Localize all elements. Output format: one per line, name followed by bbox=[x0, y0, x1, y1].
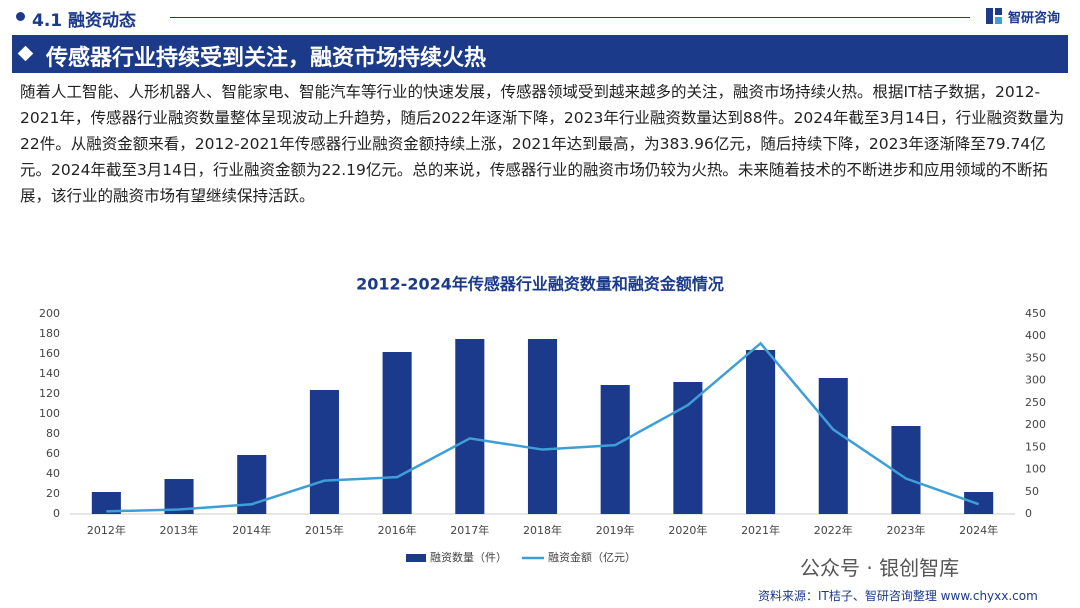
bar bbox=[382, 352, 412, 514]
section-title: 4.1 融资动态 bbox=[32, 11, 137, 31]
y2-tick-label: 450 bbox=[1025, 307, 1046, 320]
y2-tick-label: 100 bbox=[1025, 463, 1046, 476]
y-tick-label: 20 bbox=[46, 487, 60, 500]
legend-label: 融资数量（件） bbox=[430, 551, 507, 564]
brand: 智研咨询 bbox=[1008, 11, 1061, 26]
y-tick-label: 80 bbox=[46, 427, 60, 440]
source: 资料来源：IT桔子、智研咨询整理 www.chyxx.com bbox=[758, 589, 1038, 603]
x-tick-label: 2014年 bbox=[232, 523, 271, 537]
x-tick-label: 2012年 bbox=[87, 523, 126, 537]
x-tick-label: 2024年 bbox=[959, 523, 998, 537]
y2-tick-label: 400 bbox=[1025, 329, 1046, 342]
x-tick-label: 2013年 bbox=[160, 523, 199, 537]
banner-title: 传感器行业持续受到关注，融资市场持续火热 bbox=[46, 46, 487, 71]
x-tick-label: 2015年 bbox=[305, 523, 344, 537]
y-tick-label: 180 bbox=[39, 327, 60, 340]
header-rule bbox=[170, 17, 970, 18]
bar bbox=[527, 339, 558, 514]
bar bbox=[673, 382, 703, 514]
y-tick-label: 60 bbox=[46, 447, 60, 460]
bar bbox=[91, 492, 121, 514]
line bbox=[106, 341, 980, 513]
x-tick-label: 2022年 bbox=[814, 523, 853, 537]
bar bbox=[309, 390, 339, 514]
logo bbox=[986, 8, 1002, 24]
chart: 2012-2024年传感器行业融资数量和融资金额情况 0 20 40 60 80 100 1… bbox=[39, 275, 1046, 565]
chart-title: 2012-2024年传感器行业融资数量和融资金额情况 bbox=[356, 275, 724, 294]
bullet bbox=[16, 12, 25, 21]
x-tick-label: 2021年 bbox=[741, 523, 780, 537]
y2-tick-label: 250 bbox=[1025, 396, 1046, 409]
legend-label: 融资金额（亿元） bbox=[548, 550, 636, 564]
y-tick-label: 160 bbox=[39, 347, 60, 360]
x-tick-label: 2020年 bbox=[668, 523, 707, 537]
y2-tick-label: 300 bbox=[1025, 374, 1046, 387]
x-tick-label: 2017年 bbox=[450, 523, 489, 537]
y-tick-label: 40 bbox=[46, 467, 60, 480]
bar bbox=[746, 350, 776, 514]
x-tick-label: 2019年 bbox=[596, 523, 635, 537]
y2-tick-label: 50 bbox=[1025, 485, 1039, 498]
y2-tick-label: 0 bbox=[1025, 507, 1032, 520]
x-tick-label: 2023年 bbox=[886, 523, 925, 537]
banner bbox=[12, 35, 1068, 73]
y-tick-label: 120 bbox=[39, 387, 60, 400]
y-tick-label: 140 bbox=[39, 367, 60, 380]
y2-tick-label: 150 bbox=[1025, 440, 1046, 453]
y-tick-label: 0 bbox=[53, 507, 60, 520]
paragraph: 随着人工智能、人形机器人、智能家电、智能汽车等行业的快速发展，传感器领域受到越来… bbox=[20, 83, 1065, 205]
watermark: 公众号 · 银创智库 bbox=[800, 556, 960, 580]
legend-swatch bbox=[406, 554, 426, 562]
y2-tick-label: 350 bbox=[1025, 351, 1046, 364]
y-tick-label: 100 bbox=[39, 407, 60, 420]
y-tick-label: 200 bbox=[39, 307, 60, 320]
bar bbox=[818, 378, 848, 514]
bar bbox=[600, 385, 630, 514]
x-tick-label: 2016年 bbox=[378, 523, 417, 537]
bar bbox=[891, 426, 921, 514]
x-tick-label: 2018年 bbox=[523, 523, 562, 537]
y2-tick-label: 200 bbox=[1025, 418, 1046, 431]
bar bbox=[455, 339, 485, 514]
